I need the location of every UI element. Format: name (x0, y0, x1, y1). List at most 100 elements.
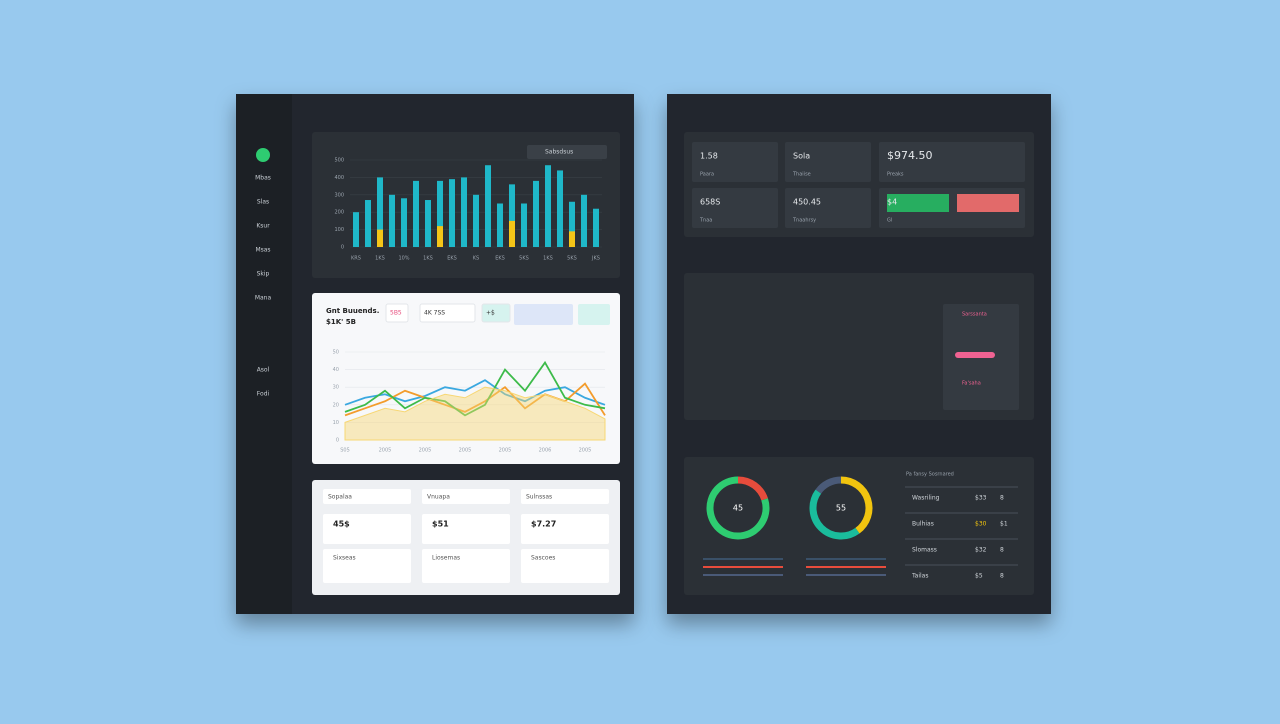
nav-item: Mbas (255, 175, 271, 182)
line-card (312, 293, 620, 464)
table-cell: Slomass (912, 547, 937, 554)
stat-tab (521, 489, 609, 504)
y-tick-label: 400 (334, 175, 344, 181)
stat-tab (422, 489, 510, 504)
kpi-box (785, 142, 871, 182)
kpi-box (879, 142, 1025, 182)
stat-tab (323, 489, 411, 504)
stat-box (323, 549, 411, 583)
stat-caption: Sascoes (531, 555, 555, 562)
x-tick-label: 1KS (375, 256, 385, 262)
table-cell: Bulhias (912, 521, 934, 528)
bar (389, 194, 395, 247)
kpi-caption: Tnaa (699, 218, 712, 224)
y-tick-label: 30 (333, 385, 339, 391)
pink-pill (955, 352, 995, 358)
progress-track (806, 574, 886, 576)
bar (449, 179, 455, 247)
kpi-caption: Thaiise (792, 172, 811, 178)
bar (569, 231, 575, 247)
x-tick-label: 2005 (459, 448, 472, 454)
x-tick-label: JKS (591, 256, 600, 262)
x-tick-label: 2005 (419, 448, 432, 454)
table-cell: $32 (975, 547, 987, 554)
table-cell: $30 (975, 521, 987, 528)
legend-entry: Sarssanta (962, 312, 987, 318)
progress-track (703, 574, 783, 576)
bar (533, 180, 539, 247)
legend-chip (527, 145, 607, 159)
table-cell: $33 (975, 495, 987, 502)
table-cell: Tailas (911, 573, 929, 580)
progress-track (806, 558, 886, 560)
stat-box (422, 514, 510, 544)
kpi-box (692, 188, 778, 228)
x-tick-label: 2006 (539, 448, 552, 454)
y-tick-label: 50 (333, 350, 339, 356)
bar (509, 220, 515, 247)
bar (521, 203, 527, 247)
y-tick-label: 10 (333, 420, 339, 426)
x-tick-label: 2005 (499, 448, 512, 454)
progress-track (806, 566, 886, 568)
chip (385, 303, 409, 323)
table-cell: 8 (1000, 495, 1004, 502)
kpi-fill (887, 194, 949, 212)
nav-item: Ksur (256, 223, 270, 230)
bar (461, 177, 467, 247)
nav-item: Msas (255, 247, 270, 254)
bar (557, 170, 563, 247)
bar (413, 180, 419, 247)
y-tick-label: 300 (334, 192, 344, 198)
kpi-value: 1.58 (700, 152, 718, 161)
x-tick-label: 2005 (579, 448, 592, 454)
y-tick-label: 0 (336, 438, 339, 444)
line (344, 379, 606, 406)
kpi-value: Sola (793, 152, 810, 161)
stat-value: 45$ (333, 520, 350, 529)
stat-value: $7.27 (531, 520, 556, 529)
donut-segment (815, 476, 842, 494)
x-tick-label: EKS (447, 256, 457, 262)
stat-box (422, 549, 510, 583)
bar (581, 194, 587, 247)
bar (473, 194, 479, 247)
chip-label: 5B5 (390, 310, 402, 317)
donut-center: 55 (836, 504, 846, 513)
kpi-fill (957, 194, 1019, 212)
x-tick-label: 5KS (519, 256, 529, 262)
progress-track (703, 566, 783, 568)
kpi-caption: Gl (887, 218, 892, 224)
kpi-value: $974.50 (887, 149, 933, 162)
bar (545, 165, 551, 247)
bar (365, 200, 371, 247)
chart-subtitle: $1K' 5B (326, 318, 356, 326)
chart-title: Gnt Buuends. (326, 307, 379, 315)
y-tick-label: 20 (333, 402, 339, 408)
chip (481, 303, 511, 323)
legend-entry: Fa'saha (962, 381, 981, 387)
table-cell: 8 (1000, 547, 1004, 554)
x-tick-label: 10% (398, 256, 409, 262)
chip (578, 304, 610, 325)
chip (514, 304, 573, 325)
bar (485, 165, 491, 247)
stat-box (521, 514, 609, 544)
stat-value: $51 (432, 520, 449, 529)
table-header: Pa fansy Sosrnared (906, 472, 954, 478)
kpi-caption: Tnaahrsy (792, 218, 816, 224)
progress-track (703, 558, 783, 560)
stat-box (323, 514, 411, 544)
y-tick-label: 40 (333, 367, 339, 373)
kpi-value: 450.45 (793, 198, 821, 207)
stat-tab-label: Sopalaa (328, 494, 352, 501)
x-tick-label: 2005 (379, 448, 392, 454)
chip (419, 303, 476, 323)
table-cell: 8 (1000, 573, 1004, 580)
sidebar (236, 94, 292, 614)
donut-segment (737, 476, 768, 501)
x-tick-label: KRS (351, 256, 361, 262)
donut-segment (809, 489, 860, 540)
kpi-value: $4 (887, 198, 897, 207)
